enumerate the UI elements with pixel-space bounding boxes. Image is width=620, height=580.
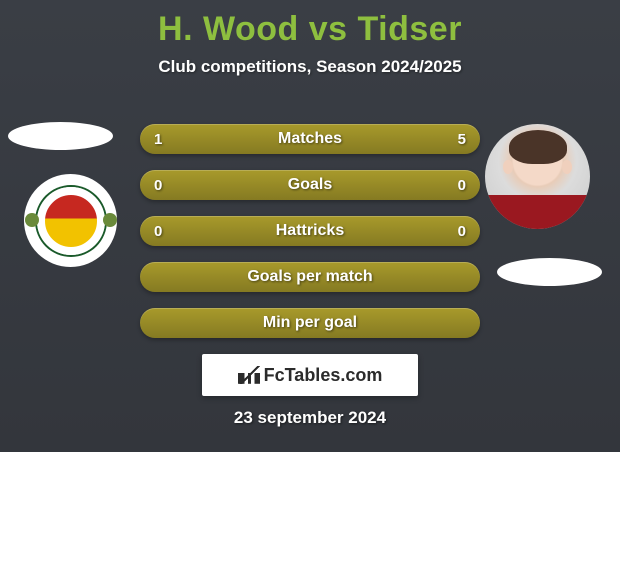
- stat-right-value: 0: [448, 177, 466, 194]
- stat-left-value: 0: [154, 177, 172, 194]
- player2-name: Tidser: [358, 10, 462, 48]
- player1-club-crest: [24, 174, 117, 267]
- stat-row-goals-per-match: Goals per match: [140, 262, 480, 292]
- stat-row-min-per-goal: Min per goal: [140, 308, 480, 338]
- brand-text: FcTables.com: [264, 365, 383, 386]
- stat-label: Goals: [172, 176, 448, 194]
- vs-text: vs: [309, 10, 348, 48]
- stat-left-value: 1: [154, 131, 172, 148]
- stat-right-value: 0: [448, 223, 466, 240]
- player1-avatar-placeholder: [8, 122, 113, 150]
- stat-row-matches: 1 Matches 5: [140, 124, 480, 154]
- page-title: H. Wood vs Tidser: [0, 0, 620, 49]
- stat-label: Goals per match: [172, 268, 448, 286]
- player1-name: H. Wood: [158, 10, 299, 48]
- stat-row-hattricks: 0 Hattricks 0: [140, 216, 480, 246]
- chart-icon: [238, 366, 260, 384]
- subtitle: Club competitions, Season 2024/2025: [0, 57, 620, 77]
- crest-shield-icon: [37, 187, 105, 255]
- stats-list: 1 Matches 5 0 Goals 0 0 Hattricks 0 Goal…: [140, 124, 480, 354]
- stat-row-goals: 0 Goals 0: [140, 170, 480, 200]
- stat-left-value: 0: [154, 223, 172, 240]
- stat-label: Hattricks: [172, 222, 448, 240]
- stat-right-value: 5: [448, 131, 466, 148]
- stat-label: Matches: [172, 130, 448, 148]
- comparison-panel: H. Wood vs Tidser Club competitions, Sea…: [0, 0, 620, 452]
- stat-label: Min per goal: [172, 314, 448, 332]
- date-text: 23 september 2024: [0, 408, 620, 428]
- player2-avatar: [485, 124, 590, 229]
- player2-club-crest-placeholder: [497, 258, 602, 286]
- brand-link[interactable]: FcTables.com: [202, 354, 418, 396]
